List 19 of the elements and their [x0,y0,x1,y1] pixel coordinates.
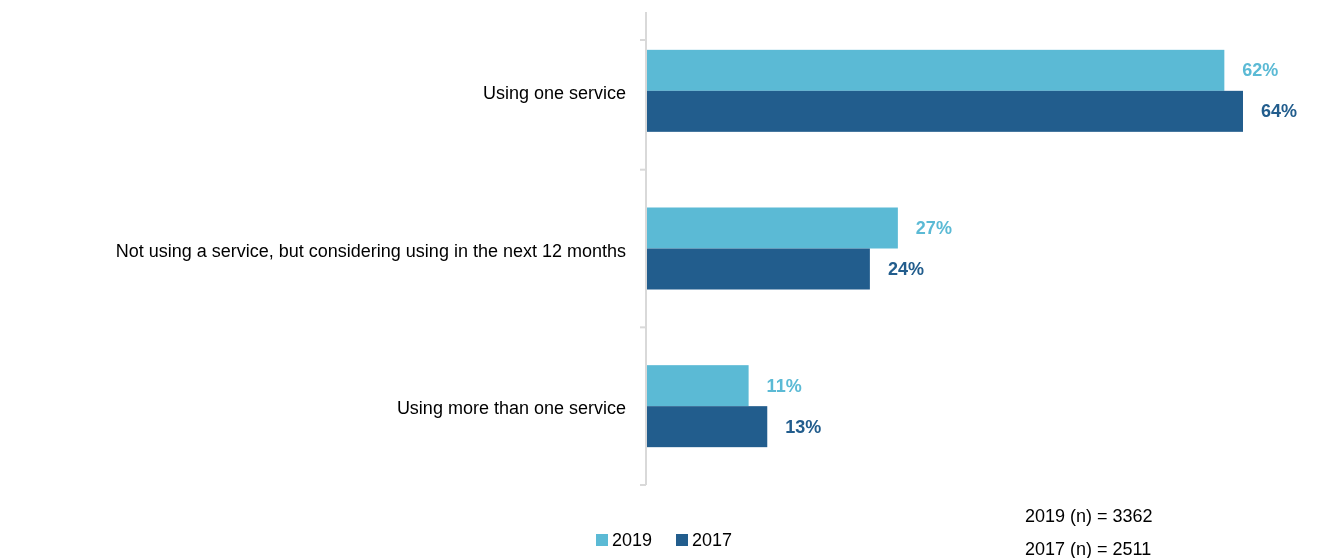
text: 2017 (n) = 2511 [1025,539,1152,558]
y-tick-label: Using one service [482,82,626,103]
legend-label: 2019 [612,530,653,550]
bar [646,90,1243,132]
y-tick-label: Using more than one service [396,398,626,419]
data-label: 11% [766,375,802,396]
data-label: 13% [785,416,822,437]
bar [646,207,898,249]
bar [646,406,768,448]
bar [646,248,870,290]
text: 2019 (n) = 3362 [1025,506,1153,526]
legend-label: 2017 [692,530,733,550]
data-label: 24% [887,259,924,279]
data-label: 27% [915,218,952,238]
data-label: 62% [1242,60,1279,81]
y-tick-label: Not using a service, but considering using in the next 12 months [115,240,626,261]
bar [646,49,1225,91]
bar [646,365,749,407]
data-label: 64% [1261,101,1298,122]
